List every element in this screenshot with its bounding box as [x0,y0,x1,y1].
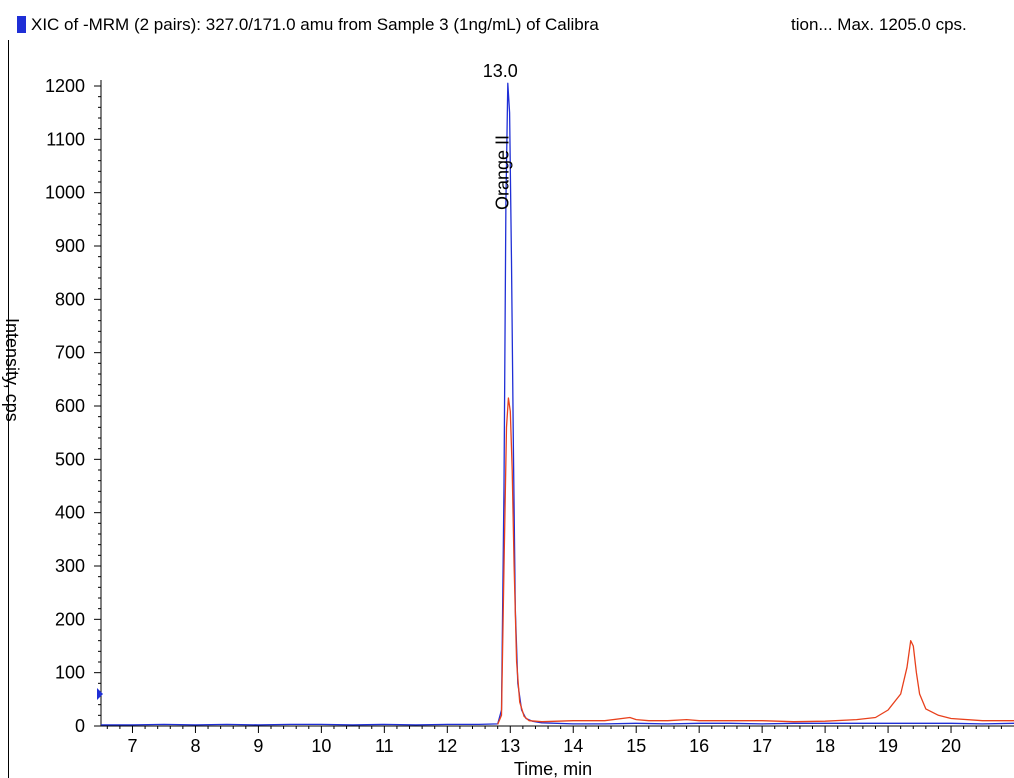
y-tick-label: 100 [55,663,85,683]
y-tick-label: 600 [55,396,85,416]
x-tick-label: 14 [563,736,583,756]
y-tick-label: 400 [55,503,85,523]
y-tick-label: 700 [55,343,85,363]
series-color-swatch [17,16,26,33]
y-tick-label: 500 [55,449,85,469]
x-tick-label: 7 [127,736,137,756]
series-line-1 [101,82,1014,726]
y-tick-label: 900 [55,236,85,256]
x-tick-label: 18 [815,736,835,756]
labels-layer: 0 100 200 300 400 500 600 700 800 900 1000 1100 1200… [2,61,961,778]
y-tick-label: 800 [55,289,85,309]
chart-title: XIC of -MRM (2 pairs): 327.0/171.0 amu f… [31,15,599,34]
x-tick-label: 19 [878,736,898,756]
y-tick-label: 200 [55,609,85,629]
x-tick-label: 20 [941,736,961,756]
x-tick-label: 15 [626,736,646,756]
x-axis-title: Time, min [514,759,592,778]
axes [94,80,1014,733]
rt-marker-icon [97,688,103,700]
series-line-2 [497,397,1014,725]
peak-rt-label: 13.0 [483,61,518,81]
y-tick-label: 300 [55,556,85,576]
chart-header: XIC of -MRM (2 pairs): 327.0/171.0 amu f… [0,0,1014,40]
series-layer [101,82,1014,726]
peak-name-label: Orange II [492,135,512,210]
x-tick-label: 9 [253,736,263,756]
x-tick-label: 16 [689,736,709,756]
x-tick-label: 8 [190,736,200,756]
y-axis-title: Intensity, cps [2,318,22,422]
x-tick-label: 13 [500,736,520,756]
y-tick-label: 1100 [46,129,85,149]
y-tick-label: 1000 [45,183,85,203]
frame-line [8,40,9,778]
y-tick-label: 1200 [45,76,85,96]
x-tick-label: 17 [752,736,772,756]
x-tick-label: 11 [375,736,394,756]
x-tick-label: 10 [311,736,331,756]
x-tick-label: 12 [437,736,457,756]
chart-title-max: tion... Max. 1205.0 cps. [791,15,967,34]
y-tick-label: 0 [75,716,85,736]
